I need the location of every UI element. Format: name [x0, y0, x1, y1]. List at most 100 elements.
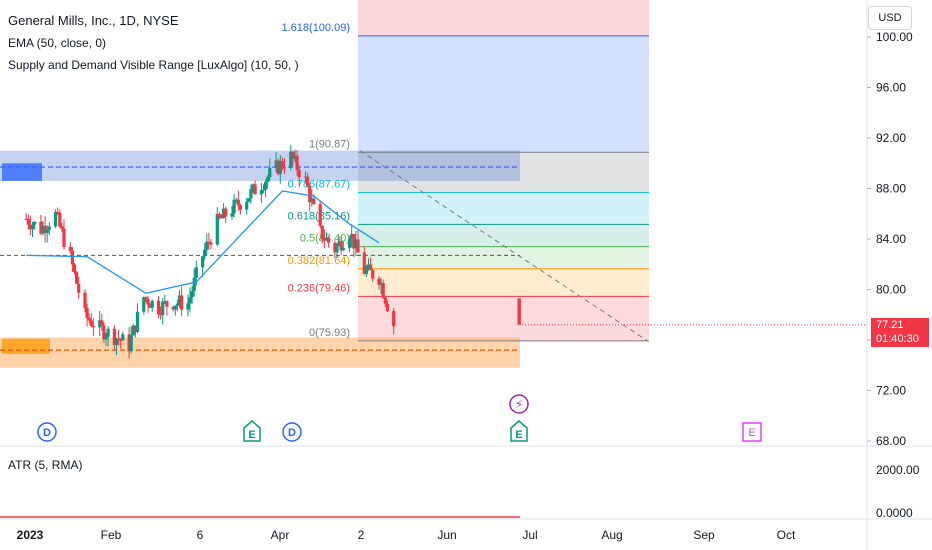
- candle: [58, 212, 62, 227]
- event-marker-earnings-upcoming[interactable]: E: [742, 422, 762, 442]
- time-axis-label: Feb: [101, 528, 122, 542]
- event-marker-earnings[interactable]: E: [243, 420, 261, 442]
- candle: [337, 241, 341, 246]
- candle: [104, 336, 108, 340]
- candle: [207, 241, 211, 243]
- time-axis-label: Jul: [522, 528, 537, 542]
- candle: [192, 277, 196, 292]
- candle: [112, 328, 116, 345]
- candle: [186, 303, 190, 310]
- earnings-icon: [243, 420, 261, 442]
- candle: [369, 264, 373, 271]
- candle: [247, 198, 251, 202]
- candle: [274, 160, 278, 168]
- candle: [133, 325, 137, 332]
- candle: [335, 245, 339, 253]
- candle: [177, 295, 182, 304]
- time-axis-label: Oct: [777, 528, 796, 542]
- candle: [131, 325, 135, 336]
- candle: [236, 199, 240, 206]
- upcoming-earnings-icon: [742, 422, 762, 442]
- event-marker-dividend[interactable]: D: [282, 422, 302, 442]
- current-candle: [517, 298, 521, 325]
- earnings-icon: [510, 420, 528, 442]
- time-axis-label: Apr: [271, 528, 290, 542]
- candle: [209, 242, 213, 245]
- symbol-title[interactable]: General Mills, Inc., 1D, NYSE: [8, 13, 179, 28]
- candle: [320, 225, 324, 240]
- candle: [201, 256, 205, 268]
- candle: [173, 305, 177, 310]
- candle: [135, 311, 140, 332]
- candle: [224, 208, 228, 217]
- bar-countdown-tag: 01:40:30: [871, 332, 929, 347]
- candle: [392, 311, 396, 327]
- candle: [230, 213, 234, 217]
- fib-label: 0.236(79.46): [288, 282, 350, 294]
- candle: [159, 314, 163, 316]
- candle: [39, 221, 43, 234]
- candle: [310, 198, 314, 203]
- supply-zone: [0, 150, 520, 181]
- candle: [117, 338, 121, 340]
- fib-band-0236: [358, 296, 649, 341]
- candle: [165, 301, 169, 307]
- candle: [60, 226, 64, 229]
- candle: [91, 326, 95, 328]
- candle: [24, 218, 28, 220]
- price-axis-label: 68.00: [876, 434, 906, 448]
- atr-indicator-label[interactable]: ATR (5, RMA): [8, 458, 83, 472]
- candle: [322, 239, 326, 241]
- candle: [261, 189, 266, 191]
- supply-profile-bar: [2, 163, 42, 181]
- candle: [354, 239, 358, 249]
- candle: [249, 189, 253, 199]
- candle: [352, 234, 356, 249]
- atr-line: [0, 516, 520, 518]
- candle: [289, 151, 293, 168]
- candle: [26, 218, 30, 225]
- candle: [232, 199, 236, 214]
- fib-label: 1(90.87): [309, 138, 350, 150]
- candle: [146, 298, 150, 305]
- candle: [291, 151, 295, 159]
- earnings-letter: E: [515, 429, 522, 441]
- event-marker-earnings[interactable]: E: [510, 420, 528, 442]
- candle: [114, 338, 119, 345]
- ema-indicator-label[interactable]: EMA (50, close, 0): [8, 36, 107, 50]
- candle: [98, 320, 102, 328]
- candle: [222, 208, 226, 219]
- candle: [129, 335, 133, 352]
- dividend-icon: [37, 422, 57, 442]
- candle: [339, 241, 343, 251]
- candle: [56, 211, 60, 213]
- event-marker-dividend[interactable]: D: [37, 422, 57, 442]
- candle: [280, 161, 284, 168]
- candle: [100, 320, 104, 326]
- fib-band-0382: [358, 268, 649, 297]
- candle: [148, 304, 152, 308]
- candle: [350, 234, 354, 239]
- candle: [106, 328, 110, 337]
- fib-label: 0.382(81.64): [288, 255, 350, 267]
- candle: [245, 201, 249, 210]
- fib-label: 0.786(87.67): [288, 179, 350, 191]
- candle: [45, 229, 49, 233]
- fib-band-1618: [358, 35, 649, 153]
- currency-button[interactable]: USD: [868, 6, 912, 30]
- candle: [156, 300, 161, 315]
- supply-demand-indicator-label[interactable]: Supply and Demand Visible Range [LuxAlgo…: [8, 58, 299, 72]
- time-axis-label: Sep: [693, 528, 715, 542]
- chart-legend: General Mills, Inc., 1D, NYSE EMA (50, c…: [8, 10, 299, 76]
- candle: [379, 283, 383, 285]
- candle: [47, 226, 51, 230]
- time-axis-label: 2023: [17, 528, 44, 542]
- candle: [303, 176, 308, 178]
- candle: [253, 184, 257, 195]
- demand-profile-bar: [2, 338, 50, 354]
- candle: [150, 300, 154, 308]
- candle: [127, 334, 131, 352]
- event-marker-split[interactable]: ⚡: [509, 394, 529, 414]
